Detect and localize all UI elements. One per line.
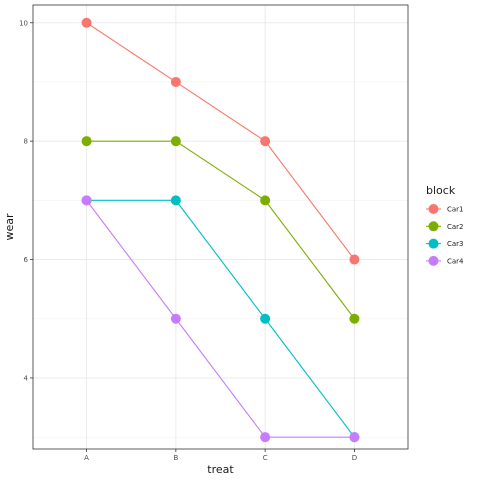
data-point-car1 — [260, 136, 271, 147]
data-point-car1 — [170, 76, 181, 87]
series-layer — [81, 17, 360, 443]
series-line-car4 — [86, 200, 355, 438]
x-tick-label: D — [352, 454, 357, 462]
plot-panel — [33, 5, 408, 449]
series-line-car1 — [86, 22, 355, 260]
legend: block Car1 Car2 Car3 Car4 — [426, 184, 464, 266]
y-tick-label: 6 — [24, 256, 29, 264]
y-axis: 4 6 8 10 — [19, 19, 33, 382]
y-tick-label: 8 — [24, 138, 28, 146]
data-point-car3 — [170, 195, 181, 206]
legend-title: block — [426, 184, 456, 197]
series-line-car3 — [86, 199, 355, 438]
series-line-car2 — [86, 140, 355, 320]
data-point-car2 — [349, 313, 360, 324]
data-point-car1 — [349, 254, 360, 265]
plot-border — [32, 4, 409, 450]
legend-label: Car3 — [447, 240, 464, 248]
legend-key-point — [428, 238, 439, 249]
y-tick-label: 10 — [19, 19, 28, 27]
legend-key-point — [428, 255, 439, 266]
data-point-car1 — [81, 17, 92, 28]
x-axis: A B C D — [84, 449, 357, 462]
data-point-car4 — [81, 195, 92, 206]
legend-label: Car4 — [447, 257, 464, 265]
data-point-car2 — [170, 136, 181, 147]
data-point-car3 — [260, 313, 271, 324]
x-tick-label: A — [84, 454, 89, 462]
data-point-car2 — [81, 136, 92, 147]
data-point-car4 — [260, 432, 271, 443]
legend-key-point — [428, 221, 439, 232]
data-point-car4 — [170, 313, 181, 324]
data-point-car2 — [260, 195, 271, 206]
legend-key-point — [428, 204, 439, 214]
x-tick-label: B — [173, 454, 178, 462]
y-tick-label: 4 — [24, 374, 29, 382]
legend-label: Car1 — [447, 206, 464, 214]
data-point-car4 — [349, 432, 360, 443]
y-axis-title: wear — [3, 213, 16, 241]
legend-label: Car2 — [447, 223, 464, 231]
x-axis-title: treat — [207, 463, 234, 476]
x-tick-label: C — [263, 454, 268, 462]
